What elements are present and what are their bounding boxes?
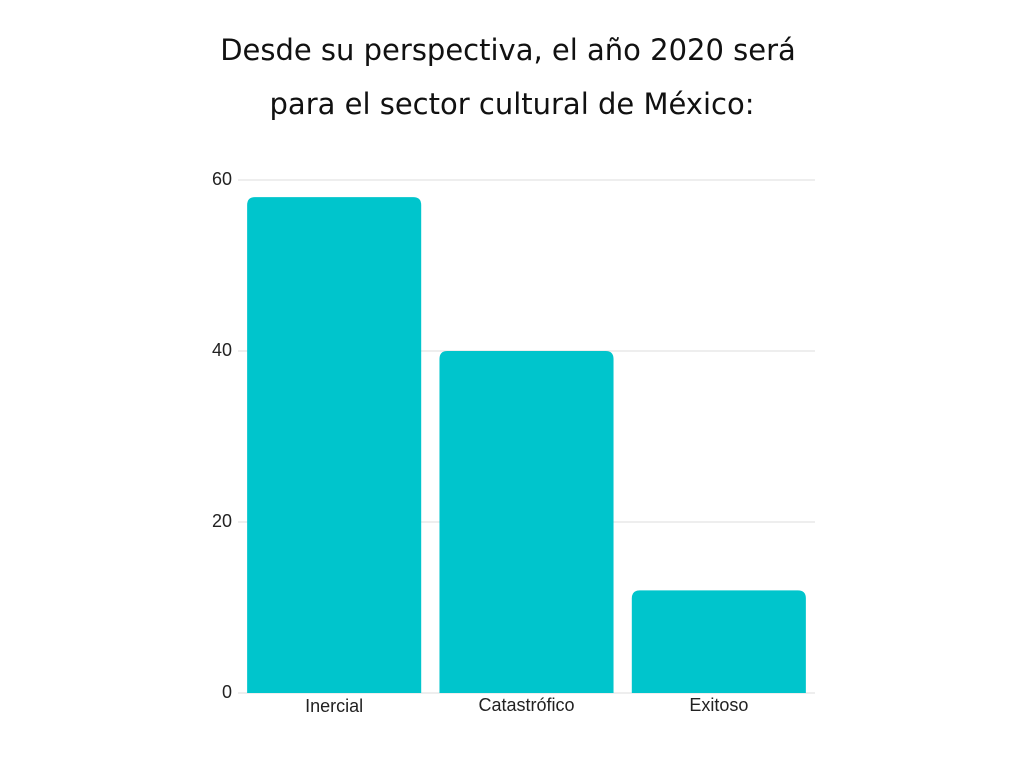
- x-tick-label: Inercial: [305, 696, 363, 716]
- y-tick-label: 20: [212, 511, 232, 531]
- x-tick-label: Catastrófico: [478, 695, 574, 715]
- chart-title: Desde su perspectiva, el año 2020 será: [220, 33, 796, 67]
- y-tick-label: 0: [222, 682, 232, 702]
- x-tick-label: Exitoso: [689, 695, 748, 715]
- y-tick-label: 40: [212, 340, 232, 360]
- chart-title: para el sector cultural de México:: [270, 87, 755, 121]
- bar: [631, 590, 806, 693]
- bar: [439, 351, 614, 693]
- bar: [247, 197, 422, 693]
- y-tick-label: 60: [212, 169, 232, 189]
